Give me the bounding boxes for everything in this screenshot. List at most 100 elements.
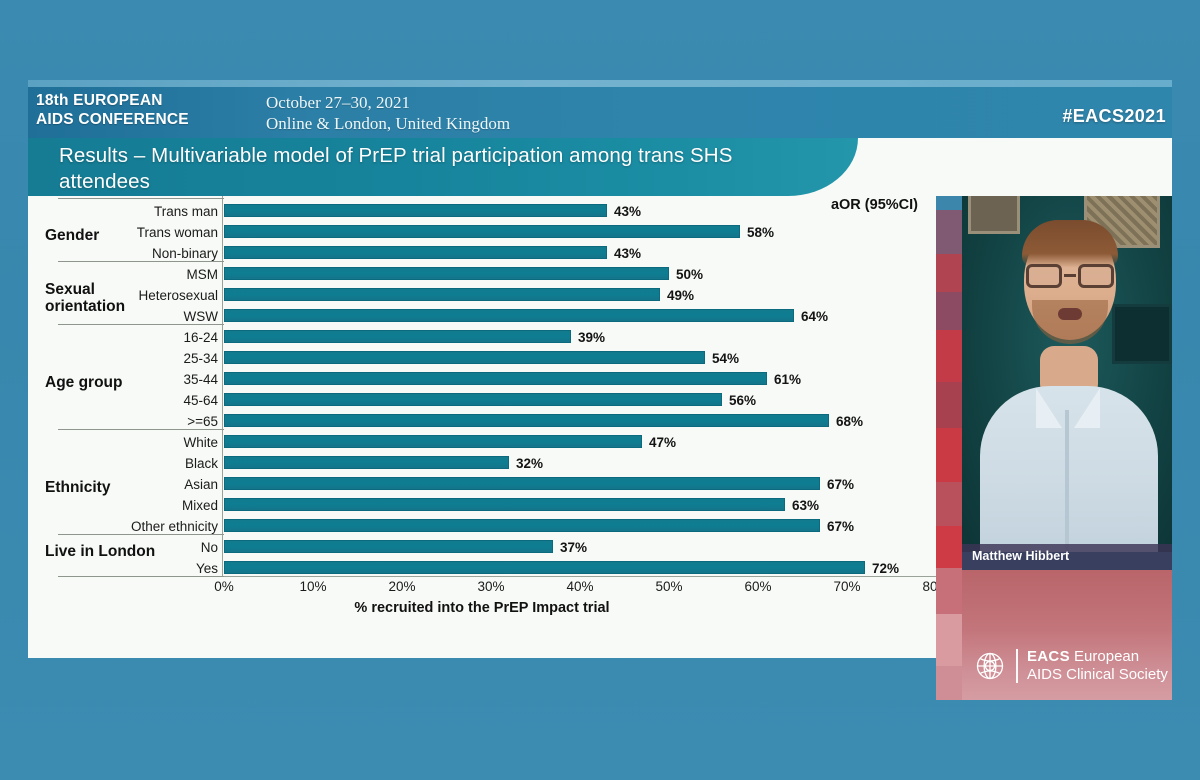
presenter-collar-left (1036, 388, 1062, 428)
background-picture-frame (968, 196, 1020, 234)
background-picture-frame (1112, 304, 1172, 364)
bar-value-label: 47% (649, 435, 677, 450)
logo-line1-rest: European (1074, 648, 1140, 665)
group-separator (58, 261, 224, 262)
bar (224, 288, 660, 301)
x-axis-tick-label: 70% (833, 579, 861, 594)
group-separator (58, 534, 224, 535)
category-label: 35-44 (183, 372, 218, 387)
background-picture-frame (1084, 196, 1160, 248)
conference-hashtag: #EACS2021 (1062, 106, 1166, 126)
category-label: Asian (184, 477, 218, 492)
conference-header: 18th EUROPEAN AIDS CONFERENCE October 27… (28, 80, 1172, 138)
glasses-icon (1024, 264, 1116, 288)
slide-title-ribbon: Results – Multivariable model of PrEP tr… (28, 138, 858, 196)
conference-name-line2: AIDS CONFERENCE (36, 111, 189, 128)
category-label: Mixed (181, 498, 218, 513)
conference-details: October 27–30, 2021 Online & London, Uni… (266, 92, 510, 134)
bar (224, 414, 829, 427)
bar-value-label: 58% (747, 225, 775, 240)
bar-value-label: 63% (792, 498, 820, 513)
bar (224, 540, 553, 553)
x-axis-title: % recruited into the PrEP Impact trial (354, 600, 610, 616)
bar (224, 519, 820, 532)
group-label: Live in London (45, 543, 156, 560)
x-axis-tick-label: 30% (477, 579, 505, 594)
presenter-panel: Matthew Hibbert (936, 196, 1172, 700)
presenter-name: Matthew Hibbert (972, 549, 1070, 563)
eacs-logo: EACS European AIDS Clinical Society (970, 646, 1168, 686)
group-separator (58, 429, 224, 430)
plot-area: Trans man Trans woman Non-binary Gender MSM H… (28, 196, 950, 658)
bar (224, 477, 820, 490)
group-label: Gender (45, 226, 100, 244)
x-axis-tick-label: 0% (214, 579, 234, 594)
category-label: White (183, 435, 218, 450)
group-separator (58, 576, 224, 577)
logo-divider (1016, 649, 1018, 683)
slide-body: Results – Multivariable model of PrEP tr… (28, 138, 1172, 700)
category-label: Non-binary (151, 246, 218, 261)
aor-legend-note: aOR (95%CI) (830, 197, 918, 213)
presenter-shirt (980, 386, 1158, 552)
bar-value-label: 64% (801, 309, 829, 324)
bar-value-label: 49% (667, 288, 695, 303)
logo-acronym: EACS (1027, 648, 1070, 665)
presenter-shirt-placket (1065, 410, 1069, 552)
bar-value-label: 61% (774, 372, 802, 387)
group-separator (58, 324, 224, 325)
presenter-beard (1032, 300, 1108, 344)
bar (224, 456, 509, 469)
presenter-mouth (1058, 308, 1082, 320)
bar (224, 372, 767, 385)
bar-value-label: 56% (729, 393, 757, 408)
conference-name-line1: 18th EUROPEAN (36, 92, 163, 109)
category-label: No (200, 540, 218, 555)
bar-value-label: 67% (827, 477, 855, 492)
bar-value-label: 43% (614, 204, 642, 219)
bar-value-label: 67% (827, 519, 855, 534)
group-separator (58, 198, 224, 199)
x-axis-tick-label: 50% (655, 579, 683, 594)
bar (224, 561, 865, 574)
group-label: Age group (45, 373, 123, 391)
bar-value-label: 43% (614, 246, 642, 261)
bar-value-label: 50% (676, 267, 704, 282)
conference-location: Online & London, United Kingdom (266, 114, 511, 133)
bar-chart: Trans man Trans woman Non-binary Gender MSM H… (28, 196, 950, 658)
bar (224, 351, 705, 364)
bar-value-label: 68% (836, 414, 864, 429)
branding-block: EACS European AIDS Clinical Society (962, 570, 1172, 700)
bar-value-label: 37% (560, 540, 588, 555)
bar (224, 225, 740, 238)
category-label: Yes (195, 561, 218, 576)
bar (224, 498, 785, 511)
bars-container: aOR (95%CI) 43% 58% 43% 50% 49% 64% 39% 54% 61% 5… (224, 196, 936, 576)
bar (224, 204, 607, 217)
presenter-name-bar: Matthew Hibbert (962, 544, 1172, 570)
decorative-color-strip (936, 196, 962, 700)
bar (224, 330, 571, 343)
bar-value-label: 39% (578, 330, 606, 345)
category-label: MSM (186, 267, 219, 282)
category-label: Heterosexual (138, 288, 218, 303)
category-label: Trans woman (136, 225, 218, 240)
presenter-video[interactable] (962, 196, 1172, 552)
x-axis-tick-label: 20% (388, 579, 416, 594)
bar (224, 246, 607, 259)
conference-name: 18th EUROPEAN AIDS CONFERENCE (36, 91, 189, 129)
category-label: 16-24 (183, 330, 218, 345)
bar (224, 309, 794, 322)
presentation-slide: 18th EUROPEAN AIDS CONFERENCE October 27… (28, 80, 1172, 700)
page-title: Results – Multivariable model of PrEP tr… (59, 144, 733, 193)
bar-value-label: 32% (516, 456, 544, 471)
category-label: Trans man (153, 204, 218, 219)
bar (224, 435, 642, 448)
category-label: 45-64 (183, 393, 218, 408)
glasses-lens-right (1078, 264, 1114, 288)
logo-line2: AIDS Clinical Society (1027, 666, 1168, 683)
logo-text: EACS European AIDS Clinical Society (1027, 648, 1168, 684)
x-axis-tick-label: 10% (299, 579, 327, 594)
glasses-bridge (1064, 274, 1076, 277)
